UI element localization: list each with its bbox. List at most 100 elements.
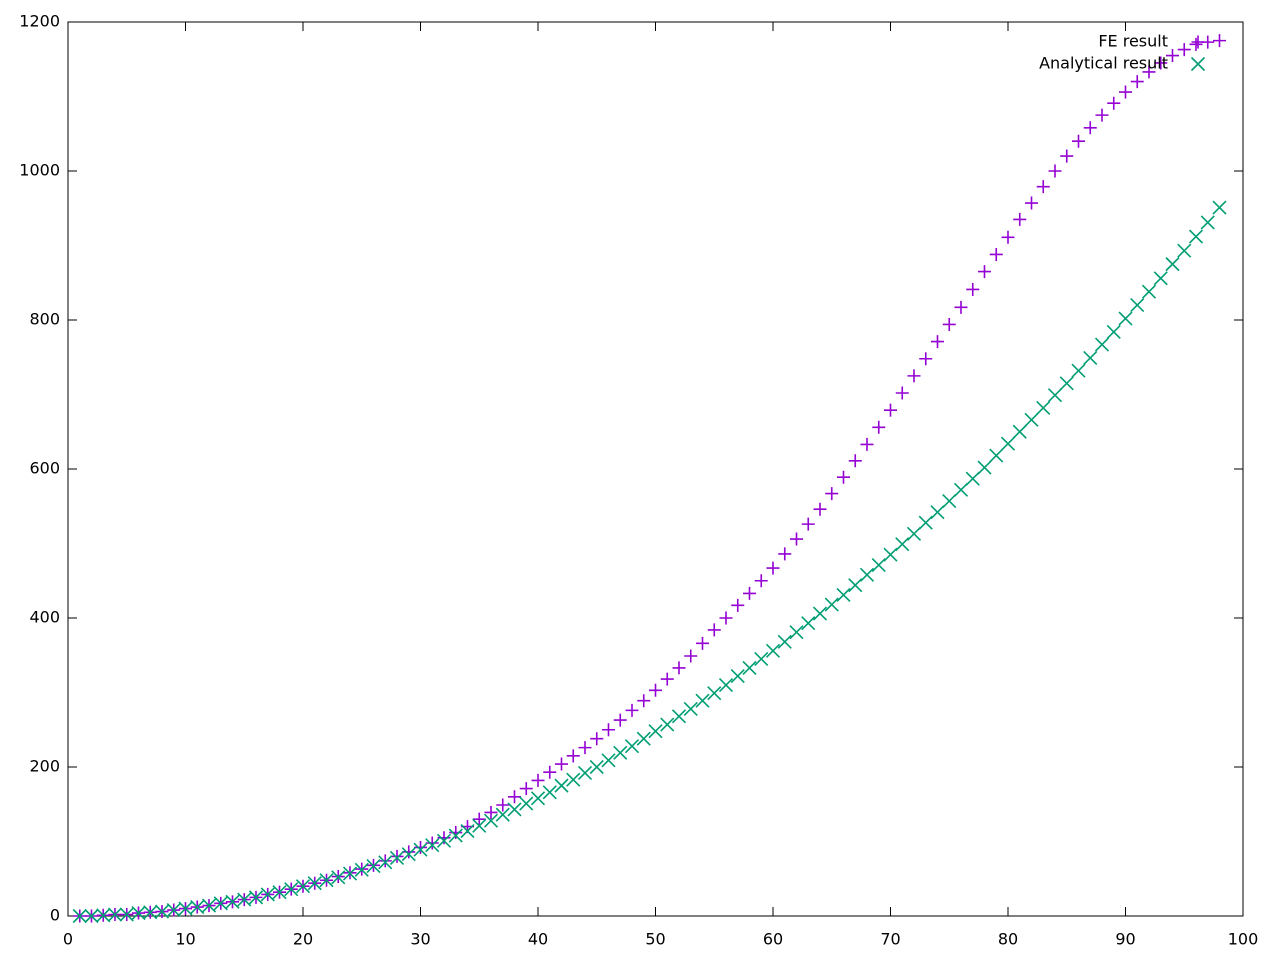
data-point	[812, 606, 828, 621]
data-point	[484, 805, 498, 819]
data-point	[225, 894, 240, 909]
data-point	[930, 505, 945, 520]
data-point	[696, 636, 709, 650]
data-point	[671, 709, 687, 724]
data-point	[154, 904, 170, 919]
x-tick-label: 90	[1115, 930, 1135, 949]
data-point	[1013, 212, 1027, 226]
x-tick-label: 100	[1228, 930, 1259, 949]
data-point	[178, 901, 193, 916]
data-point	[378, 854, 392, 868]
data-point	[213, 896, 228, 911]
legend-marker	[1190, 56, 1206, 72]
y-tick-label: 200	[29, 757, 60, 776]
data-point	[366, 859, 381, 874]
data-point	[743, 586, 756, 600]
data-point	[401, 847, 416, 862]
data-point	[942, 493, 957, 509]
x-tick-label: 20	[293, 930, 313, 949]
data-point	[1000, 436, 1016, 451]
data-point	[707, 623, 721, 637]
data-point	[672, 661, 686, 675]
data-point	[449, 826, 463, 840]
data-point	[718, 677, 734, 693]
data-point	[190, 899, 205, 915]
data-point	[954, 300, 968, 314]
data-point	[1094, 337, 1110, 352]
data-point	[1130, 298, 1145, 313]
data-point	[319, 873, 334, 888]
data-point	[483, 813, 499, 828]
data-point	[895, 386, 909, 400]
data-point	[754, 574, 768, 588]
data-point	[1213, 34, 1226, 48]
data-point	[566, 749, 580, 763]
data-point	[1141, 284, 1157, 299]
data-point	[1025, 196, 1038, 210]
data-point	[413, 842, 428, 857]
data-point	[472, 818, 487, 833]
data-point	[555, 757, 568, 771]
data-point	[1072, 134, 1085, 148]
data-point	[754, 651, 769, 667]
data-point	[507, 802, 522, 817]
data-point	[636, 731, 651, 746]
data-point	[884, 403, 897, 417]
data-point	[765, 643, 781, 658]
data-point	[1212, 200, 1227, 215]
data-point	[495, 807, 510, 822]
data-point	[260, 887, 275, 902]
x-tick-label: 60	[763, 930, 783, 949]
data-point	[649, 683, 662, 697]
data-point	[1166, 49, 1179, 63]
y-tick-label: 1000	[19, 161, 60, 180]
data-point	[789, 625, 804, 640]
data-point	[389, 850, 405, 865]
data-point	[390, 849, 404, 863]
data-point	[1048, 164, 1062, 178]
data-point	[977, 460, 992, 475]
data-point	[577, 765, 593, 781]
data-point	[531, 773, 545, 787]
x-tick-label: 40	[528, 930, 548, 949]
data-point	[284, 882, 299, 897]
y-tick-label: 600	[29, 459, 60, 478]
data-point	[331, 870, 346, 885]
data-point	[425, 838, 440, 853]
data-point	[637, 694, 651, 708]
data-point	[1083, 350, 1098, 366]
data-point	[978, 265, 991, 279]
data-point	[860, 437, 874, 451]
x-tick-label: 50	[645, 930, 665, 949]
data-point	[1106, 324, 1121, 339]
data-point	[613, 713, 627, 727]
data-point	[1107, 96, 1121, 110]
data-point	[919, 352, 933, 366]
data-point	[508, 790, 521, 804]
data-point	[801, 517, 815, 531]
data-point	[96, 908, 111, 923]
data-point	[859, 567, 875, 582]
data-point	[695, 693, 710, 708]
data-point	[437, 831, 451, 845]
data-point	[1060, 149, 1074, 163]
data-point	[1153, 271, 1168, 286]
data-point	[824, 597, 839, 612]
data-point	[378, 855, 393, 870]
data-point	[1200, 215, 1215, 230]
data-point	[1177, 43, 1191, 57]
data-point	[777, 634, 792, 649]
data-point	[966, 282, 980, 296]
data-point	[648, 724, 663, 739]
data-point	[1165, 257, 1180, 272]
data-point	[472, 812, 486, 826]
data-point	[660, 717, 675, 732]
data-point	[1118, 311, 1133, 326]
data-point	[519, 796, 534, 811]
data-point	[543, 765, 557, 779]
data-point	[906, 526, 922, 541]
data-point	[989, 247, 1003, 261]
x-tick-label: 30	[410, 930, 430, 949]
data-point	[566, 772, 581, 787]
x-tick-label: 0	[63, 930, 73, 949]
